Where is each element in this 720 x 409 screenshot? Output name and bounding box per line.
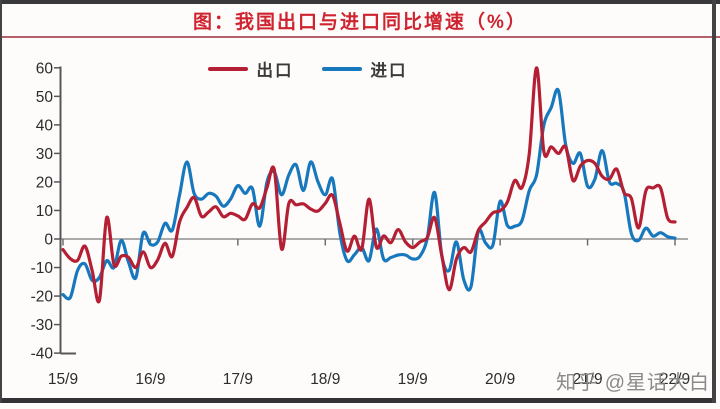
y-axis-label: -20 [31,289,54,306]
y-axis-label: 0 [44,232,53,249]
import-legend-label: 进口 [370,62,408,80]
x-axis-label: 16/9 [135,371,165,388]
x-axis-label: 20/9 [485,371,515,388]
export-line-swatch [207,67,248,71]
x-axis-label: 18/9 [310,371,340,388]
y-axis-label: 50 [36,89,54,106]
x-axis-label: 19/9 [398,371,428,388]
y-axis-label: 40 [36,117,54,134]
frame-border-right [712,0,716,403]
y-axis-label: 30 [36,146,54,163]
frame-border-top [0,0,720,4]
y-axis-label: -40 [31,346,54,363]
y-axis-label: -30 [31,317,54,334]
title-separator [0,36,720,38]
y-axis-label: -10 [31,260,54,277]
export-legend-label: 出口 [256,62,294,80]
y-axis-label: 10 [36,203,54,220]
x-axis-label: 15/9 [48,371,78,388]
x-axis-label: 22/9 [660,371,690,388]
frame-border-left [0,0,2,403]
import-series-line [61,87,677,301]
x-axis-label: 17/9 [223,371,253,388]
export-series-line [61,66,677,304]
y-axis-label: 20 [36,174,54,191]
chart-legend: 出口 进口 [0,57,615,81]
zhihu-watermark: 知乎 @星话大白 [556,372,710,394]
chart-title: 图：我国出口与进口同比增速（%） [193,12,527,33]
x-axis-label: 21/9 [572,371,602,388]
frame-border-bottom [0,398,716,403]
import-line-swatch [321,67,362,71]
y-axis-label: 60 [36,60,54,77]
